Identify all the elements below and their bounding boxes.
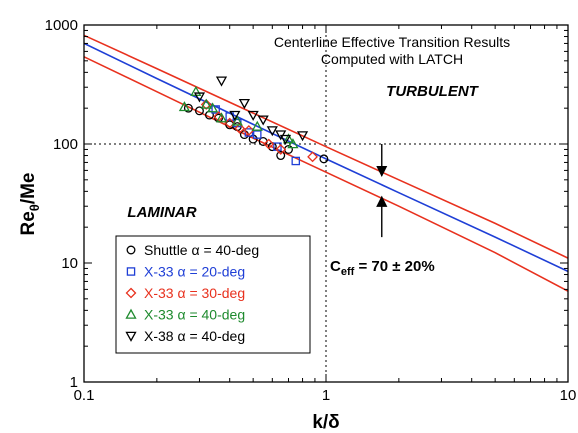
data-point-series-2: [275, 144, 287, 155]
y-axis-title-tail: /Me: [18, 172, 39, 204]
ceff-label-main: C: [330, 258, 341, 275]
data-point-series-3: [178, 101, 191, 112]
data-point-series-1: [253, 130, 262, 139]
data-point-series-1: [244, 128, 254, 137]
annotation-line-2: Computed with LATCH: [321, 51, 463, 67]
data-point-series-4: [229, 110, 241, 121]
ceff-label: Ceff = 70 ± 20%: [330, 258, 435, 278]
data-point-series-3: [207, 102, 219, 113]
legend-marker: [125, 287, 137, 299]
data-point-series-3: [282, 133, 295, 144]
correlation-lower-curve: [84, 56, 568, 292]
x-tick-label: 10: [560, 387, 577, 404]
data-points: [178, 76, 329, 166]
data-point-series-4: [247, 110, 259, 121]
legend-label: Shuttle α = 40-deg: [144, 242, 259, 258]
legend-label: X-33 α = 30-deg: [144, 285, 245, 301]
turbulent-label: TURBULENT: [386, 83, 479, 100]
reference-lines: [84, 25, 568, 382]
data-point-series-3: [215, 112, 228, 123]
data-point-series-2: [243, 125, 255, 136]
legend: Shuttle α = 40-deg X-33 α = 20-deg X-33 α …: [115, 235, 311, 354]
data-point-series-4: [193, 92, 206, 103]
data-point-series-0: [194, 106, 204, 116]
correlation-curves: [84, 34, 568, 292]
legend-box: [115, 235, 311, 354]
correlation-upper-curve: [84, 34, 568, 259]
data-point-series-1: [211, 105, 220, 114]
legend-label: X-33 α = 20-deg: [144, 264, 245, 280]
x-axis-title: k/δ: [312, 412, 339, 433]
data-point-series-0: [183, 103, 193, 113]
y-tick-label: 10: [61, 255, 78, 272]
laminar-label: LAMINAR: [127, 204, 196, 221]
data-point-series-4: [296, 131, 309, 142]
ceff-label-tail: = 70 ± 20%: [354, 258, 434, 275]
data-point-series-0: [276, 151, 286, 161]
data-point-series-2: [307, 151, 318, 163]
data-point-series-3: [287, 138, 299, 149]
x-tick-label: 0.1: [74, 387, 95, 404]
ceff-label-sub: eff: [341, 266, 355, 278]
legend-marker: [126, 267, 136, 276]
legend-marker: [125, 308, 137, 319]
y-axis-title: Reθ/Me: [18, 172, 42, 235]
x-tick-label: 1: [322, 387, 330, 404]
data-point-series-3: [231, 115, 243, 126]
data-point-series-0: [319, 154, 329, 164]
data-point-series-2: [263, 138, 275, 150]
data-point-series-2: [234, 123, 246, 134]
data-point-series-2: [224, 117, 236, 129]
data-point-series-4: [215, 76, 228, 87]
data-point-series-3: [251, 120, 263, 131]
legend-marker: [125, 331, 137, 342]
data-point-series-4: [266, 126, 278, 137]
annotation-line-1: Centerline Effective Transition Results: [274, 34, 510, 50]
y-axis-title-main: Re: [18, 211, 39, 235]
correlation-center-curve: [84, 42, 568, 273]
data-point-series-3: [200, 98, 212, 109]
axis-ticks: [83, 25, 568, 383]
y-tick-label: 100: [53, 136, 78, 153]
legend-label: X-33 α = 40-deg: [144, 307, 245, 323]
data-point-series-2: [200, 99, 212, 110]
legend-label: X-38 α = 40-deg: [144, 328, 245, 344]
data-point-series-4: [279, 134, 292, 145]
y-axis-title-sub: θ: [27, 204, 42, 211]
legend-marker: [126, 245, 136, 255]
y-tick-label: 1000: [45, 17, 78, 34]
data-point-series-1: [291, 156, 301, 166]
y-tick-label: 1: [70, 374, 78, 391]
data-point-series-4: [257, 115, 269, 126]
data-point-series-4: [238, 99, 250, 110]
